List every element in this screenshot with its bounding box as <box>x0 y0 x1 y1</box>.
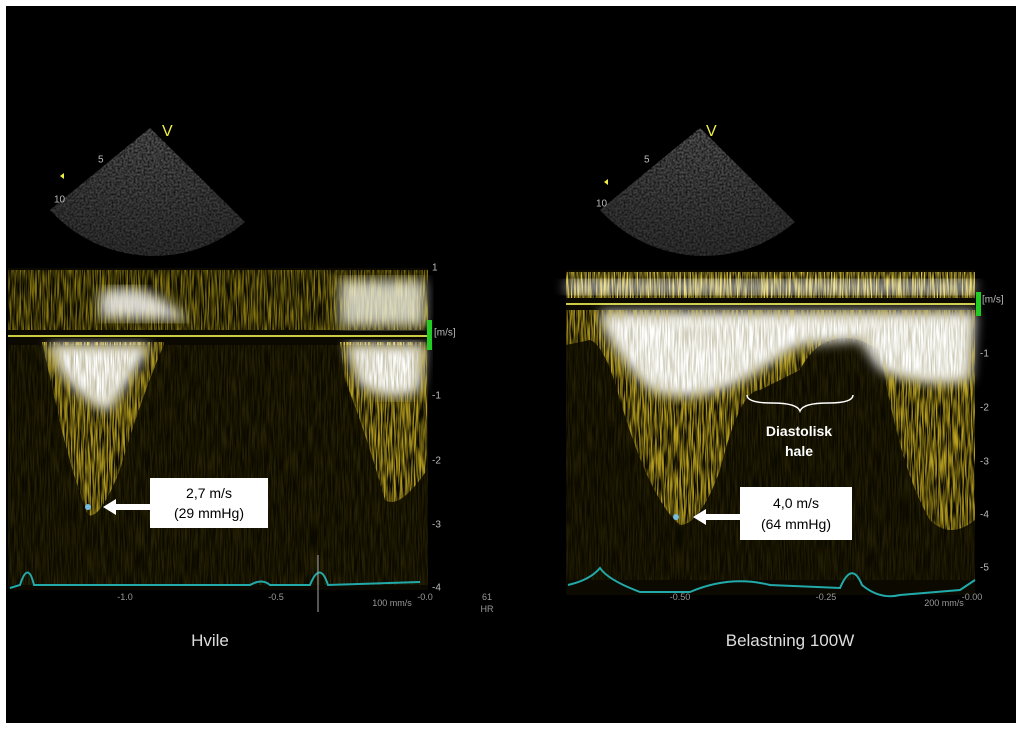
spectrum-core <box>566 280 975 294</box>
scale-label: -2 <box>432 456 441 467</box>
sector-right: V 5 10 <box>596 123 795 256</box>
sweep-label: 200 mm/s <box>924 598 964 608</box>
sector-shade <box>600 128 795 256</box>
annotation-box <box>150 478 268 528</box>
sweep-label: 100 mm/s <box>372 598 412 608</box>
scale-label: 1 <box>432 263 438 274</box>
scale-label: -5 <box>980 563 989 574</box>
time-label: -0.25 <box>816 592 837 602</box>
scale-label: -1 <box>980 349 989 360</box>
spectrum-core <box>100 288 190 320</box>
bracket-label: Diastolisk <box>766 423 832 439</box>
annotation-box <box>740 487 852 540</box>
time-label: -0.50 <box>670 592 691 602</box>
scale-label: -4 <box>980 510 989 521</box>
annotation-pressure: (29 mmHg) <box>174 505 244 521</box>
depth-label: 10 <box>54 195 66 206</box>
scale-label: -3 <box>432 520 441 531</box>
sector-tick <box>604 179 608 185</box>
hr-value: 61 <box>482 592 492 602</box>
scale-unit: [m/s] <box>982 295 1004 306</box>
spectrum-left: 1 [m/s] -1 -2 -3 -4 -1.0 -0.5 -0.0 100 m… <box>8 263 494 614</box>
caption: Belastning 100W <box>726 631 855 650</box>
annotation-pressure: (64 mmHg) <box>761 516 831 532</box>
time-label: -0.5 <box>268 592 284 602</box>
bracket-label: hale <box>785 443 813 459</box>
caption: Hvile <box>191 631 229 650</box>
depth-label: 5 <box>644 155 650 166</box>
scale-label: -3 <box>980 457 989 468</box>
sector-tick <box>60 173 64 179</box>
ecg-trace <box>567 566 976 598</box>
annotation-velocity: 2,7 m/s <box>186 485 232 501</box>
depth-label: 5 <box>98 155 104 166</box>
sector-marker: V <box>706 123 717 140</box>
spectrum-noise <box>8 345 428 585</box>
peak-marker <box>85 504 91 510</box>
scale-label: -4 <box>432 583 441 594</box>
depth-label: 10 <box>596 199 608 210</box>
annotation-velocity: 4,0 m/s <box>773 495 819 511</box>
peak-marker <box>673 514 679 520</box>
time-label: -1.0 <box>117 592 133 602</box>
arrow <box>103 499 150 515</box>
sector-left: V 5 10 <box>50 123 245 256</box>
scale-bar <box>976 292 981 316</box>
hr-label: HR <box>481 604 494 614</box>
scale-label: -1 <box>432 391 441 402</box>
sector-marker: V <box>162 123 173 140</box>
scale-label: -2 <box>980 403 989 414</box>
scale-unit: [m/s] <box>434 328 456 339</box>
bracket <box>746 394 854 414</box>
time-label: -0.0 <box>417 592 433 602</box>
time-label: -0.00 <box>962 592 983 602</box>
spectrum-core <box>340 280 425 326</box>
arrow <box>693 509 740 525</box>
sector-shade <box>50 128 245 256</box>
scale-bar <box>427 320 432 350</box>
spectrum-right: [m/s] -1 -2 -3 -4 -5 -0.50 -0.25 -0.00 2… <box>566 270 1004 608</box>
ecg-trace <box>9 571 421 589</box>
